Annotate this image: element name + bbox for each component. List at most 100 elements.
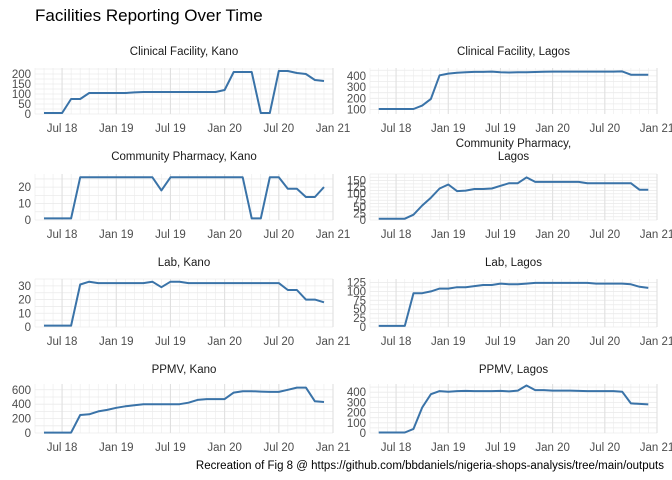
chart-caption: Recreation of Fig 8 @ https://github.com… xyxy=(195,460,664,472)
y-tick-label: 300 xyxy=(347,397,366,409)
facet-panel: Jul 18 Jan 19 Jul 19 Jan 20 Jul 20 Jan 210102… xyxy=(18,257,350,348)
y-tick-label: 50 xyxy=(353,202,366,214)
panel-title: Community Pharmacy, Lagos xyxy=(456,138,571,163)
series-line xyxy=(44,386,325,434)
x-tick-label: Jul 18 xyxy=(381,336,412,348)
x-tick-label: Jul 20 xyxy=(263,442,294,454)
y-tick-label: 100 xyxy=(347,418,366,430)
facet-panel: Jul 18 Jan 19 Jul 19 Jan 20 Jul 20 Jan 21 0255… xyxy=(347,257,672,348)
x-tick-label: Jan 19 xyxy=(431,123,466,135)
x-tick-label: Jan 19 xyxy=(431,336,466,348)
x-tick-label: Jan 21 xyxy=(316,229,351,241)
panel-title: PPMV, Lagos xyxy=(479,364,549,376)
y-tick-label: 75 xyxy=(353,295,366,307)
x-tick-label: Jan 21 xyxy=(640,229,672,241)
y-tick-label: 50 xyxy=(18,99,31,111)
facet-panel: Jul 18 Jan 19 Jul 19 Jan 20 Jul 20 Jan 21 0 200… xyxy=(12,364,350,454)
x-tick-label: Jan 21 xyxy=(640,336,672,348)
x-tick-label: Jul 19 xyxy=(485,229,516,241)
series-line xyxy=(378,281,649,327)
x-tick-label: Jul 20 xyxy=(263,336,294,348)
x-tick-label: Jul 20 xyxy=(589,336,620,348)
x-tick-label: Jul 18 xyxy=(47,123,78,135)
x-tick-label: Jan 21 xyxy=(316,336,351,348)
y-tick-label: 100 xyxy=(12,89,31,101)
y-tick-label: 100 xyxy=(347,105,366,117)
x-tick-label: Jul 19 xyxy=(485,336,516,348)
y-tick-label: 400 xyxy=(347,71,366,83)
y-tick-label: 200 xyxy=(347,93,366,105)
x-tick-label: Jul 18 xyxy=(47,442,78,454)
x-tick-label: Jan 21 xyxy=(316,123,351,135)
x-tick-label: Jan 20 xyxy=(535,229,570,241)
x-tick-label: Jul 19 xyxy=(155,229,186,241)
y-tick-label: 20 xyxy=(18,182,31,194)
y-tick-label: 125 xyxy=(347,182,366,194)
y-tick-label: 0 xyxy=(360,215,366,227)
facet-panel: Jul 18 Jan 19 Jul 19 Jan 20 Jul 20 Jan 210501… xyxy=(12,46,350,135)
x-tick-label: Jan 19 xyxy=(99,229,134,241)
series-line xyxy=(378,384,649,434)
x-tick-label: Jul 18 xyxy=(381,123,412,135)
y-tick-label: 25 xyxy=(353,208,366,220)
x-tick-label: Jan 20 xyxy=(535,442,570,454)
y-tick-label: 25 xyxy=(353,313,366,325)
x-tick-label: Jan 20 xyxy=(207,336,242,348)
y-tick-label: 0 xyxy=(25,215,31,227)
y-tick-label: 150 xyxy=(12,79,31,91)
y-tick-label: 600 xyxy=(12,385,31,397)
y-tick-label: 0 xyxy=(25,428,31,440)
page-title: Facilities Reporting Over Time xyxy=(35,6,263,25)
x-tick-label: Jan 19 xyxy=(431,229,466,241)
series-line xyxy=(44,176,325,220)
y-tick-label: 125 xyxy=(347,278,366,290)
x-tick-label: Jul 19 xyxy=(155,336,186,348)
series-line xyxy=(44,70,325,114)
x-tick-label: Jul 19 xyxy=(485,442,516,454)
x-tick-label: Jul 20 xyxy=(589,229,620,241)
y-tick-label: 75 xyxy=(353,195,366,207)
y-tick-label: 400 xyxy=(347,387,366,399)
facet-panel: Jul 18 Jan 19 Jul 19 Jan 20 Jul 20 Jan 21 0100… xyxy=(347,364,672,454)
x-tick-label: Jan 20 xyxy=(207,123,242,135)
x-tick-label: Jul 19 xyxy=(155,123,186,135)
x-tick-label: Jan 21 xyxy=(316,442,351,454)
x-tick-label: Jan 20 xyxy=(535,123,570,135)
x-tick-label: Jul 18 xyxy=(47,336,78,348)
y-tick-label: 10 xyxy=(18,199,31,211)
y-tick-label: 400 xyxy=(12,399,31,411)
y-tick-label: 0 xyxy=(360,428,366,440)
x-tick-label: Jul 18 xyxy=(47,229,78,241)
facet-panel: Jul 18 Jan 19 Jul 19 Jan 20 Jul 20 Jan 21 0255… xyxy=(347,138,672,241)
x-tick-label: Jan 19 xyxy=(99,336,134,348)
y-tick-label: 10 xyxy=(18,308,31,320)
panel-title: Lab, Kano xyxy=(158,257,210,269)
y-tick-label: 200 xyxy=(12,414,31,426)
x-tick-label: Jan 21 xyxy=(640,442,672,454)
x-tick-label: Jul 18 xyxy=(381,442,412,454)
x-tick-label: Jan 19 xyxy=(99,442,134,454)
y-tick-label: 0 xyxy=(25,109,31,121)
facet-panel: Jul 18 Jan 19 Jul 19 Jan 20 Jul 20 Jan 21 0 10 2… xyxy=(18,151,350,241)
facet-panel: Jul 18 Jan 19 Jul 19 Jan 20 Jul 20 Jan 21 1002… xyxy=(347,46,672,135)
x-tick-label: Jul 20 xyxy=(589,442,620,454)
y-tick-label: 0 xyxy=(360,322,366,334)
series-line xyxy=(378,70,649,110)
panel-title: Lab, Lagos xyxy=(485,257,542,269)
y-tick-label: 20 xyxy=(18,295,31,307)
x-tick-label: Jan 21 xyxy=(640,123,672,135)
x-tick-label: Jan 20 xyxy=(207,442,242,454)
panel-title: Clinical Facility, Lagos xyxy=(457,46,570,58)
x-tick-label: Jul 19 xyxy=(485,123,516,135)
x-tick-label: Jan 20 xyxy=(207,229,242,241)
x-tick-label: Jul 19 xyxy=(155,442,186,454)
x-tick-label: Jan 19 xyxy=(99,123,134,135)
panel-title: PPMV, Kano xyxy=(152,364,217,376)
x-tick-label: Jul 20 xyxy=(589,123,620,135)
y-tick-label: 30 xyxy=(18,281,31,293)
x-tick-label: Jan 20 xyxy=(535,336,570,348)
x-tick-label: Jul 20 xyxy=(263,229,294,241)
series-line xyxy=(44,280,325,327)
x-tick-label: Jul 20 xyxy=(263,123,294,135)
